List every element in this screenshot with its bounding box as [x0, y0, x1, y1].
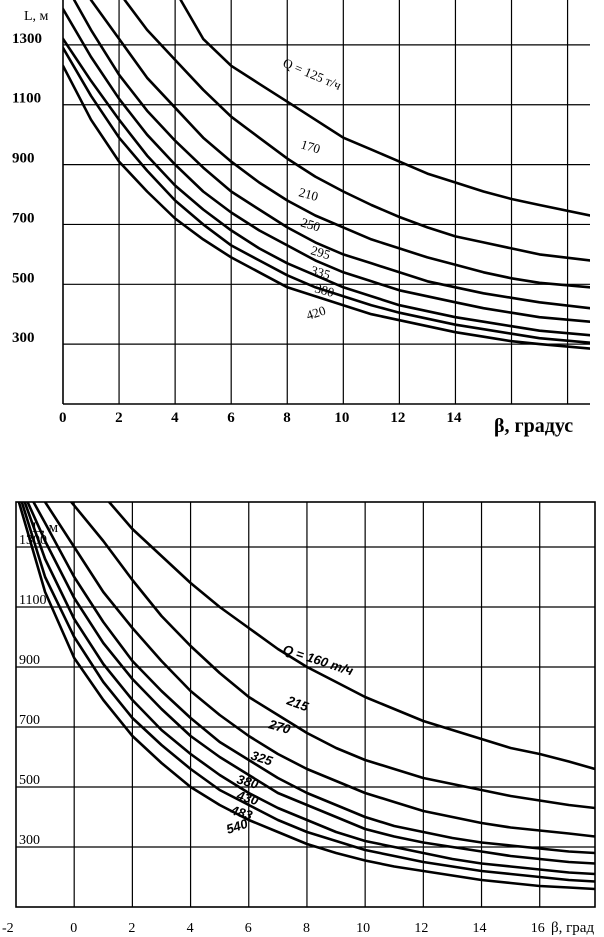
chart-1-curve-label: 210 [297, 184, 320, 204]
y-tick-label: 1100 [19, 593, 46, 608]
chart-1-curve-label: 170 [299, 137, 322, 157]
chart-2-frame [15, 501, 596, 908]
chart-2-curves [17, 502, 595, 891]
x-tick-label: 12 [390, 410, 405, 426]
x-tick-label: 4 [171, 410, 179, 426]
y-tick-label: 500 [19, 773, 40, 788]
x-tick-label: 2 [128, 921, 135, 936]
chart-2-curve-label: 270 [266, 716, 293, 737]
y-tick-label: 1300 [12, 31, 42, 47]
x-tick-label: -2 [2, 921, 14, 936]
chart-2-series-line [107, 502, 595, 771]
chart-2-curve-label: 483 [228, 802, 255, 823]
y-tick-label: 900 [12, 151, 35, 167]
x-tick-label: 16 [531, 921, 545, 936]
x-tick-label: 6 [227, 410, 235, 426]
chart-2-series-line [17, 502, 595, 891]
chart-1-grid [63, 0, 590, 404]
chart-1-series-line [123, 0, 590, 262]
x-tick-label: 0 [70, 921, 77, 936]
chart-1-series-line [72, 0, 590, 310]
x-axis-title: β, град [551, 920, 594, 936]
chart-1-series-line [63, 46, 590, 344]
y-tick-label: 300 [12, 330, 35, 346]
x-tick-label: 10 [334, 410, 349, 426]
chart-2-series-line [20, 502, 595, 883]
x-tick-label: 14 [473, 921, 487, 936]
y-tick-label: 300 [19, 833, 40, 848]
chart-2-series-line [23, 502, 595, 876]
chart-1-curve-label: 295 [309, 242, 332, 262]
chart-2-series-line [32, 502, 595, 855]
chart-2-series-line [70, 502, 595, 810]
chart-2-series-line [43, 502, 595, 838]
chart-1-series-line [63, 7, 590, 323]
x-tick-label: 12 [414, 921, 428, 936]
y-tick-label: 700 [12, 210, 35, 226]
y-tick-label: 700 [19, 713, 40, 728]
chart-1-curves [63, 0, 590, 350]
chart-1-curve-label: 380 [313, 280, 336, 300]
y-tick-label: 900 [19, 653, 40, 668]
x-tick-label: 4 [187, 921, 194, 936]
y-axis-title: L, м [24, 9, 49, 24]
x-tick-label: 2 [115, 410, 123, 426]
chart-2-curve-label: 380 [235, 771, 261, 792]
chart-1-svg: 300 500 700 900 1100 1300 0 2 4 6 8 10 12 14 L, м β, гр… [12, 0, 590, 437]
chart-2-curve-label: 540 [224, 816, 250, 837]
x-tick-label: 0 [59, 410, 67, 426]
chart-1-series-line [179, 0, 590, 217]
y-tick-label: 500 [12, 270, 35, 286]
x-tick-label: 10 [356, 921, 370, 936]
chart-2-series-line [26, 502, 595, 865]
chart-1-series-line [63, 64, 590, 350]
chart-2-curve-label: 325 [249, 748, 275, 769]
chart-1-curve-label: 335 [309, 262, 332, 282]
chart-2-grid [16, 502, 595, 907]
y-tick-label: 1100 [12, 91, 41, 107]
chart-1-curve-label: Q = 125 т/ч [281, 55, 344, 93]
chart-1-series-line [89, 0, 590, 289]
chart-1-series-line [63, 37, 590, 337]
chart-1-curve-label: 420 [304, 303, 327, 323]
x-tick-label: 14 [446, 410, 462, 426]
chart-2-curve-label: 430 [234, 787, 261, 808]
x-tick-label: 6 [245, 921, 252, 936]
x-tick-label: 8 [283, 410, 291, 426]
x-axis-title: β, градус [494, 415, 573, 437]
chart-1-curve-label: 250 [299, 215, 322, 235]
x-tick-label: 8 [303, 921, 310, 936]
